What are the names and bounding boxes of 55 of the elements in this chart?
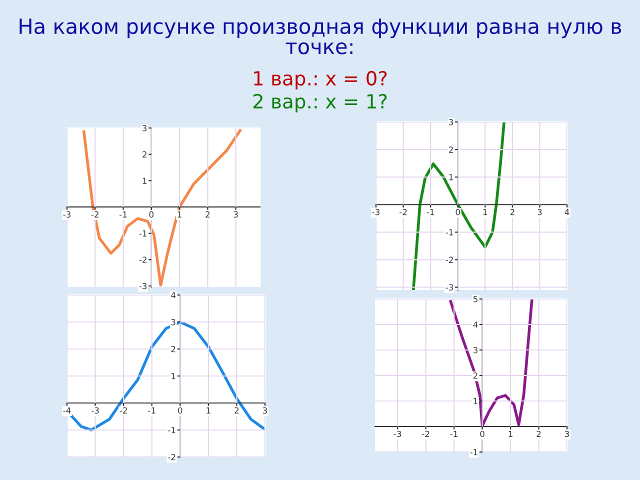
x-tick-label: -3 [372,208,380,216]
y-tick-label: -2 [139,256,146,263]
x-tick-label: -1 [120,211,127,218]
x-tick-label: -2 [422,430,430,437]
y-tick-label: 1 [142,178,146,184]
y-tick-label: -1 [470,449,478,456]
y-tick-label: 3 [449,118,454,126]
text: На каком рисунке производная функции равна нулю в точке: [20,18,622,54]
x-tick-label: 4 [564,209,570,216]
x-tick-label: 1 [483,209,488,216]
x-tick-label: -2 [91,211,98,218]
x-tick-label: 0 [456,208,460,216]
x-tick-label: 2 [206,211,210,218]
y-tick-label: 4 [473,322,478,328]
y-tick-label: -2 [446,256,453,263]
x-tick-label: -2 [400,208,407,216]
x-tick-label: 0 [178,407,182,414]
x-tick-label: -4 [63,407,71,414]
y-tick-label: 4 [171,292,176,298]
x-tick-label: -3 [394,430,402,438]
x-tick-label: -3 [63,211,70,218]
x-tick-label: 3 [262,407,267,414]
y-tick-label: -2 [168,454,176,460]
y-tick-label: 2 [142,151,146,158]
x-tick-label: -1 [148,407,156,414]
y-tick-label: 2 [473,372,478,379]
text: 1 вар.: x = 0? [254,70,387,90]
y-tick-label: -3 [139,282,147,290]
x-tick-label: 1 [508,430,512,437]
x-tick-label: 3 [564,430,569,438]
y-tick-label: 3 [142,124,147,132]
x-tick-label: 0 [149,211,154,218]
y-tick-label: 1 [449,174,453,180]
x-tick-label: 3 [538,208,542,216]
x-tick-label: -3 [92,407,99,414]
x-tick-label: 2 [234,407,239,414]
x-tick-label: 2 [536,430,541,437]
y-tick-label: -1 [446,229,453,236]
x-tick-label: -1 [426,209,434,216]
y-tick-label: -1 [139,230,146,236]
x-tick-label: -2 [120,407,127,414]
y-tick-label: 2 [449,146,453,153]
y-tick-label: 3 [171,318,176,326]
text: 2 вар.: x = 1? [253,94,387,112]
x-tick-label: 1 [206,407,210,414]
y-tick-label: 1 [474,398,478,404]
x-tick-label: 3 [234,211,238,218]
y-tick-label: 5 [473,296,478,302]
x-tick-label: 1 [178,211,182,218]
y-tick-label: 2 [171,346,176,352]
y-tick-label: 1 [172,373,176,380]
x-tick-label: 2 [510,208,514,216]
y-tick-label: -3 [446,284,454,291]
x-tick-label: 0 [480,430,484,438]
y-tick-label: 3 [473,346,478,354]
